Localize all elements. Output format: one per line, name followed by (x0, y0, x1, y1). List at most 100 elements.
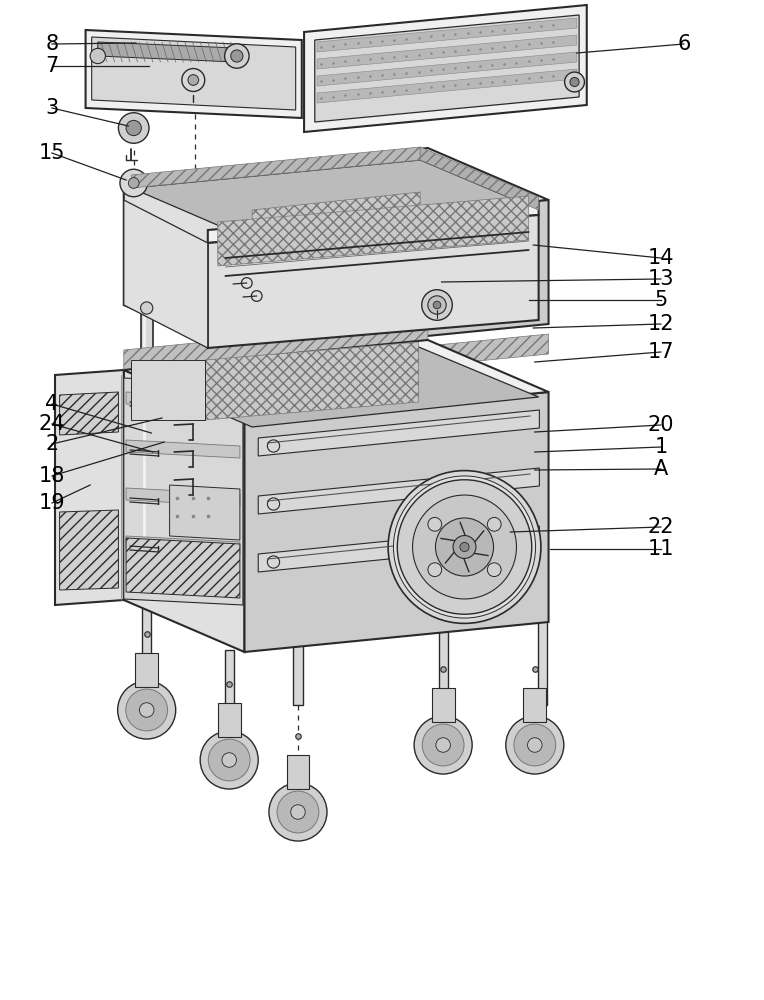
Circle shape (487, 517, 501, 531)
Text: 24: 24 (39, 414, 65, 434)
Polygon shape (124, 178, 244, 354)
Polygon shape (523, 688, 546, 722)
Text: A: A (654, 459, 668, 479)
Polygon shape (124, 370, 244, 652)
Polygon shape (244, 334, 549, 384)
Polygon shape (126, 440, 240, 458)
Polygon shape (126, 538, 240, 598)
Circle shape (118, 113, 149, 143)
Circle shape (290, 805, 306, 819)
Polygon shape (258, 410, 539, 456)
Circle shape (126, 120, 141, 136)
Circle shape (200, 731, 258, 789)
Polygon shape (92, 37, 296, 110)
Text: 2: 2 (45, 434, 59, 454)
Polygon shape (538, 620, 547, 705)
Circle shape (393, 476, 536, 618)
Text: 19: 19 (39, 493, 65, 513)
Polygon shape (317, 18, 577, 52)
Text: 11: 11 (648, 539, 674, 559)
Polygon shape (131, 160, 539, 240)
Circle shape (209, 739, 250, 781)
Circle shape (414, 716, 472, 774)
Circle shape (428, 296, 446, 314)
Polygon shape (98, 42, 235, 62)
Circle shape (413, 495, 516, 599)
Polygon shape (205, 342, 419, 420)
Circle shape (388, 471, 541, 623)
Polygon shape (142, 600, 151, 660)
Polygon shape (439, 620, 448, 705)
Polygon shape (131, 147, 420, 188)
Circle shape (453, 536, 476, 558)
Polygon shape (286, 755, 309, 789)
Circle shape (565, 72, 584, 92)
Text: 5: 5 (654, 290, 668, 310)
Polygon shape (315, 15, 579, 122)
Polygon shape (124, 378, 243, 605)
Circle shape (188, 75, 199, 85)
Text: 18: 18 (39, 466, 65, 486)
Circle shape (433, 301, 441, 309)
Polygon shape (126, 392, 240, 410)
Polygon shape (143, 308, 146, 560)
Circle shape (570, 77, 579, 87)
Polygon shape (258, 526, 539, 572)
Text: 7: 7 (45, 56, 59, 76)
Circle shape (277, 791, 319, 833)
Text: 3: 3 (45, 98, 59, 118)
Circle shape (397, 480, 532, 614)
Circle shape (182, 69, 205, 91)
Circle shape (269, 783, 327, 841)
Polygon shape (124, 320, 428, 370)
Circle shape (435, 738, 450, 752)
Polygon shape (208, 202, 539, 243)
Polygon shape (218, 703, 241, 737)
Polygon shape (124, 340, 549, 422)
Polygon shape (317, 52, 577, 86)
Polygon shape (225, 650, 234, 705)
Circle shape (422, 724, 464, 766)
Polygon shape (252, 192, 420, 245)
Polygon shape (317, 35, 577, 69)
Circle shape (422, 290, 452, 320)
Circle shape (487, 563, 501, 577)
Polygon shape (60, 510, 118, 590)
Polygon shape (170, 485, 240, 540)
Polygon shape (135, 653, 158, 687)
Text: 6: 6 (677, 34, 691, 54)
Polygon shape (317, 69, 577, 103)
Circle shape (126, 689, 167, 731)
Polygon shape (293, 645, 303, 705)
Polygon shape (244, 200, 549, 354)
Polygon shape (244, 392, 549, 652)
Polygon shape (141, 308, 153, 560)
Polygon shape (218, 196, 529, 266)
Circle shape (514, 724, 555, 766)
Circle shape (128, 178, 139, 188)
Circle shape (118, 681, 176, 739)
Circle shape (225, 44, 249, 68)
Polygon shape (124, 200, 208, 348)
Text: 4: 4 (45, 394, 59, 414)
Polygon shape (124, 148, 549, 230)
Circle shape (231, 50, 243, 62)
Polygon shape (86, 30, 302, 118)
Circle shape (460, 542, 469, 552)
Text: 14: 14 (648, 248, 674, 268)
Circle shape (506, 716, 564, 774)
Text: 17: 17 (648, 342, 674, 362)
Text: 1: 1 (654, 437, 668, 457)
Circle shape (428, 517, 442, 531)
Text: 15: 15 (39, 143, 65, 163)
Circle shape (527, 738, 542, 752)
Polygon shape (420, 147, 539, 210)
Circle shape (90, 48, 105, 64)
Polygon shape (208, 215, 539, 348)
Polygon shape (131, 360, 205, 420)
Polygon shape (126, 536, 240, 554)
Polygon shape (55, 370, 124, 605)
Text: 12: 12 (648, 314, 674, 334)
Circle shape (140, 703, 154, 717)
Polygon shape (131, 347, 539, 427)
